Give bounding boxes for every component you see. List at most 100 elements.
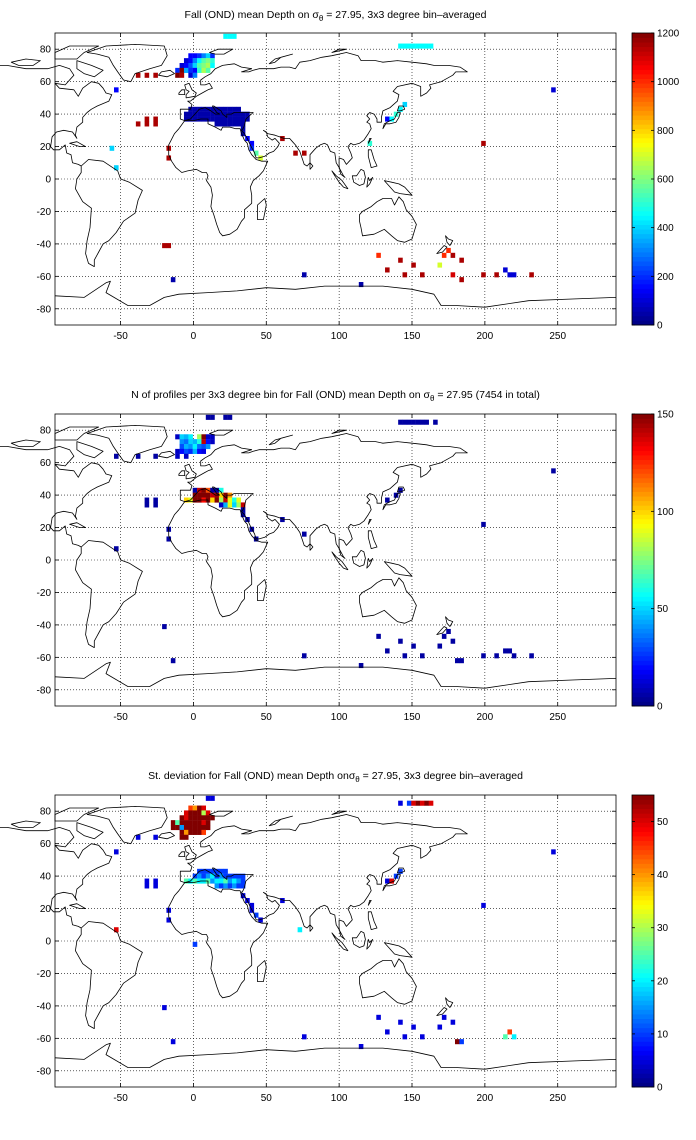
- coastline-hokkaido: [397, 105, 406, 112]
- heatmap-cell: [420, 43, 425, 49]
- heatmap-cell: [210, 492, 215, 498]
- heatmap-cell: [218, 878, 224, 884]
- heatmap-cell: [494, 272, 499, 278]
- colorbar-segment: [632, 60, 654, 66]
- coastline-antarctica: [54, 661, 617, 689]
- coastline-iceland: [158, 831, 175, 840]
- heatmap-cell: [170, 277, 176, 283]
- heatmap-cell: [385, 497, 390, 503]
- heatmap-cell: [183, 58, 189, 64]
- colorbar-segment: [632, 293, 654, 299]
- heatmap-cell: [223, 116, 228, 122]
- heatmap-cell: [144, 121, 150, 127]
- heatmap-cell: [197, 58, 202, 64]
- panel-1: Fall (OND) mean Depth on σθ = 27.95, 3x3…: [0, 9, 680, 342]
- heatmap-cell: [179, 444, 185, 450]
- heatmap-cell: [153, 121, 158, 127]
- colorbar-segment: [632, 692, 654, 698]
- colorbar-segment: [632, 660, 654, 666]
- y-tick-label: 80: [40, 807, 52, 818]
- heatmap-cell: [188, 820, 193, 826]
- heatmap-cell: [420, 653, 425, 659]
- colorbar-segment: [632, 687, 654, 693]
- coastline-africa: [168, 118, 269, 237]
- heatmap-cell: [175, 448, 180, 454]
- heatmap-cell: [201, 487, 207, 493]
- coastline-borneo: [351, 930, 366, 948]
- heatmap-cell: [210, 878, 215, 884]
- heatmap-cell: [192, 820, 198, 826]
- coastline-canadian-arctic-1: [76, 822, 104, 840]
- heatmap-cell: [135, 72, 141, 78]
- heatmap-cell: [201, 815, 207, 821]
- heatmap-cell: [223, 502, 228, 508]
- coastline-hokkaido: [397, 867, 406, 874]
- colorbar-segment: [632, 646, 654, 652]
- colorbar-segment: [632, 868, 654, 873]
- heatmap-cell: [201, 820, 207, 826]
- heatmap-cell: [179, 72, 185, 78]
- heatmap-cell: [210, 873, 215, 879]
- heatmap-cell: [210, 53, 215, 59]
- heatmap-cell: [197, 815, 202, 821]
- heatmap-cell: [179, 448, 185, 454]
- colorbar-segment: [632, 991, 654, 997]
- colorbar-segment: [632, 128, 654, 134]
- heatmap-cell: [188, 805, 193, 811]
- heatmap-cell: [218, 883, 224, 889]
- colorbar-tick-label: 150: [657, 410, 674, 421]
- colorbar-segment: [632, 509, 654, 515]
- heatmap-cell: [201, 111, 207, 117]
- heatmap-cell: [218, 868, 224, 874]
- coastline-cuba: [69, 903, 86, 909]
- heatmap-cell: [402, 272, 408, 278]
- heatmap-cell: [162, 1005, 167, 1011]
- heatmap-cell: [218, 111, 224, 117]
- heatmap-cell: [280, 517, 285, 523]
- colorbar-segment: [632, 1009, 654, 1015]
- colorbar-segment: [632, 414, 654, 419]
- heatmap-cell: [227, 878, 233, 884]
- heatmap-cell: [503, 1034, 508, 1040]
- colorbar-segment: [632, 283, 654, 289]
- heatmap-cell: [481, 521, 486, 527]
- heatmap-cell: [201, 448, 207, 454]
- colorbar-segment: [632, 931, 654, 937]
- x-tick-label: 50: [261, 712, 273, 723]
- colorbar-segment: [632, 197, 654, 203]
- heatmap-cell: [280, 898, 285, 904]
- heatmap-cell: [236, 883, 241, 889]
- coastline-severnaya-zemlya: [331, 810, 347, 815]
- coastline-eurasia: [179, 433, 468, 559]
- heatmap-cell: [446, 628, 451, 635]
- heatmap-cell: [201, 63, 207, 69]
- colorbar-segment: [632, 1004, 654, 1010]
- heatmap-cell: [170, 820, 176, 826]
- heatmap-cell: [205, 820, 211, 826]
- coastline-africa: [168, 499, 269, 618]
- heatmap-cell: [183, 439, 189, 445]
- heatmap-cell: [183, 448, 189, 454]
- colorbar-segment: [632, 523, 654, 529]
- heatmap-cell: [135, 121, 141, 127]
- heatmap-cell: [385, 648, 390, 654]
- colorbar-segment: [632, 605, 654, 611]
- colorbar-segment: [632, 922, 654, 928]
- heatmap-cell: [551, 468, 556, 474]
- y-tick-label: 80: [40, 45, 52, 56]
- heatmap-cell: [376, 633, 381, 639]
- y-tick-label: -60: [37, 1034, 52, 1045]
- heatmap-cell: [218, 502, 224, 508]
- x-tick-label: 200: [477, 1093, 494, 1104]
- x-tick-label: 250: [549, 331, 566, 342]
- heatmap-cell: [232, 497, 237, 503]
- y-tick-label: -40: [37, 239, 52, 250]
- heatmap-cell: [459, 257, 464, 263]
- colorbar-tick-label: 0: [657, 1083, 663, 1094]
- colorbar-segment: [632, 496, 654, 502]
- colorbar-segment: [632, 37, 654, 43]
- heatmap-cell: [402, 43, 408, 49]
- colorbar-segment: [632, 92, 654, 98]
- colorbar-segment: [632, 459, 654, 465]
- y-tick-label: -20: [37, 969, 52, 980]
